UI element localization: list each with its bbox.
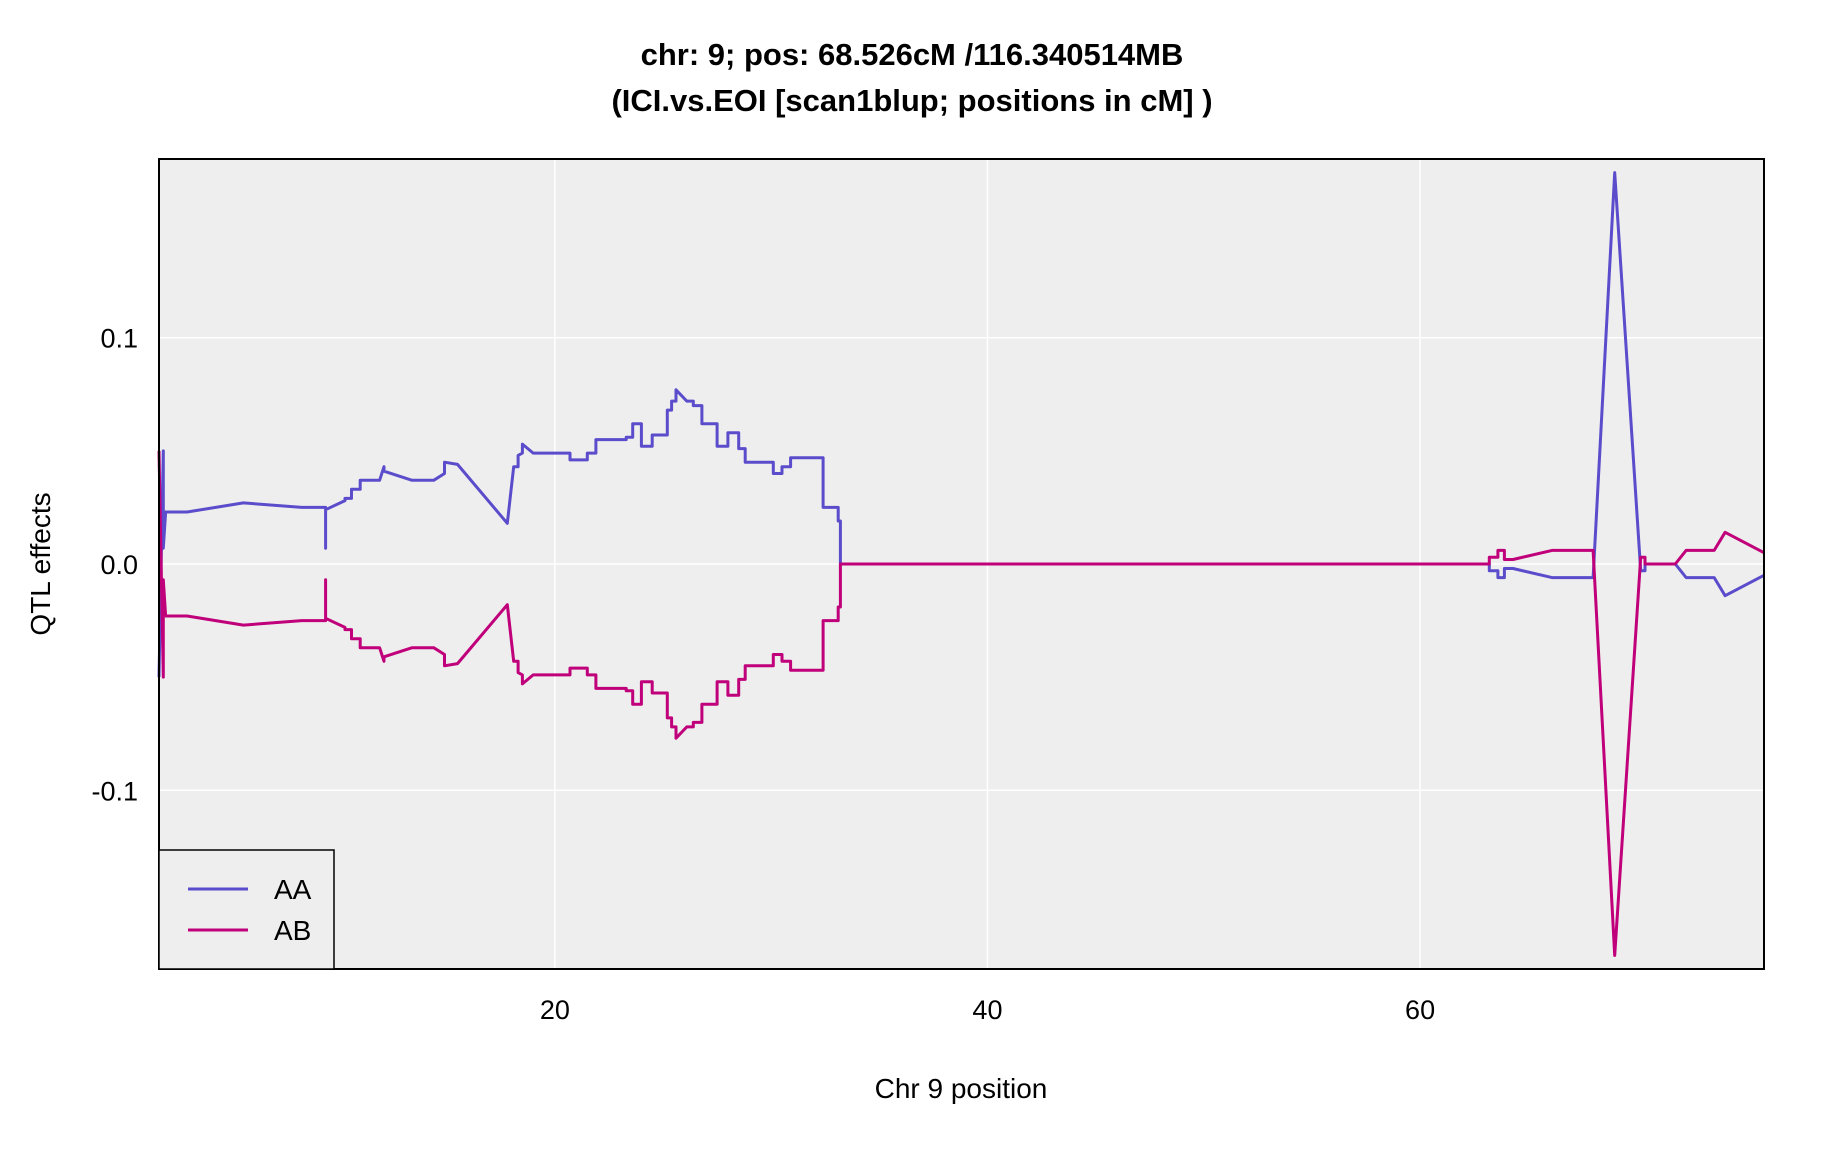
y-tick-label: 0.0 <box>100 550 138 580</box>
y-tick-label: -0.1 <box>91 776 138 806</box>
x-tick-label: 40 <box>972 995 1002 1025</box>
x-tick-label: 60 <box>1405 995 1435 1025</box>
axis-ticks: 20 40 60 -0.1 0.0 0.1 <box>91 324 1435 1025</box>
chart-title-line1: chr: 9; pos: 68.526cM /116.340514MB <box>640 37 1184 72</box>
plot-border <box>158 158 1765 970</box>
x-tick-label: 20 <box>540 995 570 1025</box>
legend: AA AB <box>158 849 335 970</box>
y-axis-title: QTL effects <box>25 492 56 635</box>
legend-label-ab: AB <box>274 915 311 946</box>
series-line-ab <box>157 450 1765 957</box>
series-line-aa <box>157 171 1765 678</box>
series-layer <box>157 171 1765 957</box>
chart-title-line2: (ICI.vs.EOI [scan1blup; positions in cM]… <box>611 83 1213 118</box>
y-tick-label: 0.1 <box>100 324 138 354</box>
legend-label-aa: AA <box>274 874 312 905</box>
x-axis-title: Chr 9 position <box>875 1073 1048 1104</box>
legend-box <box>158 849 335 970</box>
